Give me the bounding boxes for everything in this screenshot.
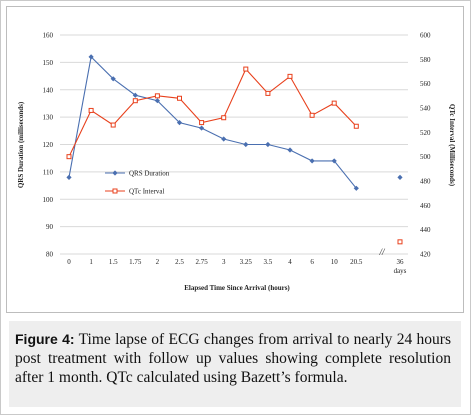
qtc-interval-point [110, 122, 116, 128]
qrs-duration-point [199, 125, 205, 131]
y-tick-label: 90 [46, 223, 54, 231]
y-tick-label: 100 [43, 196, 54, 204]
x-tick-label: 20.5 [350, 258, 363, 266]
y-tick-label: 140 [43, 86, 54, 94]
qrs-duration-point [309, 158, 315, 164]
qrs-duration-point [265, 141, 271, 148]
y2-tick-label: 540 [420, 105, 431, 113]
ecg-line-chart: 8090100110120130140150160420440460480500… [17, 32, 456, 293]
qrs-duration-followup-point [397, 174, 403, 180]
qtc-interval-point [221, 115, 227, 121]
legend-label-qtc-interval: QTc Interval [129, 188, 165, 196]
x-tick-label-followup: 36 [397, 258, 405, 266]
y-tick-label: 120 [43, 141, 54, 149]
y-axis-title: QRS Duration (milliseconds) [17, 101, 25, 188]
qrs-duration-point [66, 174, 72, 180]
y2-tick-label: 520 [420, 129, 431, 137]
x-tick-label: 6 [310, 258, 314, 266]
x-tick-label: 10 [331, 258, 339, 266]
figure-caption: Figure 4: Time lapse of ECG changes from… [15, 330, 451, 387]
legend-label-qrs-duration: QRS Duration [129, 170, 170, 178]
qrs-duration-point [88, 54, 94, 60]
legend-marker-qtc-interval [112, 188, 118, 194]
x-tick-label: 2 [156, 258, 160, 266]
qrs-duration-point [243, 141, 249, 148]
qtc-interval-point [287, 73, 293, 79]
y-tick-label: 110 [43, 168, 54, 176]
qrs-duration-line [68, 55, 357, 189]
caption-background [9, 321, 461, 407]
x-axis-title: Elapsed Time Since Arrival (hours) [184, 284, 290, 292]
y2-tick-label: 600 [420, 32, 431, 40]
qtc-interval-line [68, 68, 357, 157]
x-tick-label: 4 [288, 258, 292, 266]
y-tick-label: 160 [43, 32, 54, 40]
qrs-duration-point [287, 147, 293, 153]
caption-text: Time lapse of ECG changes from arrival t… [15, 331, 451, 386]
y2-tick-label: 440 [420, 226, 431, 234]
qtc-interval-point [265, 90, 271, 96]
qrs-duration-point [154, 98, 160, 104]
y2-axis-title: QTc Interval (Milliseconds) [448, 104, 456, 187]
y2-tick-label: 500 [420, 153, 431, 161]
caption-label: Figure 4: [15, 331, 75, 347]
y2-tick-label: 420 [420, 251, 431, 259]
x-tick-label: 1.75 [129, 258, 142, 266]
qtc-interval-point [88, 107, 94, 113]
axis-break-marker: // [378, 247, 386, 257]
qtc-interval-point [177, 95, 182, 101]
y-tick-label: 150 [43, 59, 54, 67]
x-tick-label: 1 [89, 258, 93, 266]
qrs-duration-point [176, 120, 183, 126]
x-tick-label: 0 [67, 258, 71, 266]
qtc-interval-point [353, 123, 359, 129]
x-tick-label: 2.75 [195, 258, 208, 266]
qrs-duration-point [110, 76, 116, 82]
y2-tick-label: 480 [420, 178, 431, 186]
x-tick-label: 1.5 [109, 258, 118, 266]
qtc-interval-followup-point [397, 239, 403, 245]
y-tick-label: 130 [43, 114, 54, 122]
x-tick-label: 2.5 [175, 258, 184, 266]
x-tick-label-followup-unit: days [394, 267, 407, 275]
y2-tick-label: 560 [420, 80, 431, 88]
qtc-interval-point [309, 112, 315, 118]
legend-marker-qrs-duration [112, 170, 118, 176]
qrs-duration-point [331, 158, 337, 164]
x-tick-label: 3 [222, 258, 226, 266]
y-tick-label: 80 [46, 251, 54, 259]
x-tick-label: 3.5 [264, 258, 273, 266]
qrs-duration-point [132, 92, 138, 98]
qtc-interval-point [199, 120, 205, 126]
qtc-interval-point [66, 154, 72, 160]
chart-panel [6, 6, 464, 313]
qtc-interval-point [132, 98, 138, 104]
qrs-duration-point [353, 185, 359, 191]
y2-tick-label: 460 [420, 202, 431, 210]
y2-tick-label: 580 [420, 56, 431, 64]
x-tick-label: 3.25 [240, 258, 253, 266]
qtc-interval-point [243, 66, 249, 72]
qrs-duration-point [221, 136, 227, 142]
qtc-interval-point [154, 93, 160, 99]
qtc-interval-point [331, 100, 337, 106]
